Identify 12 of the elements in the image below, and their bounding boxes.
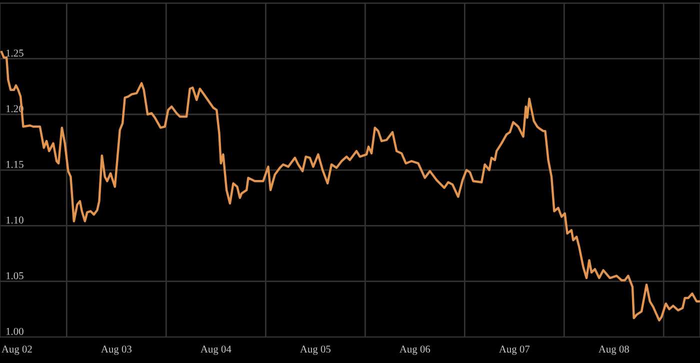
x-tick-label: Aug 04 xyxy=(200,346,232,355)
y-tick-label: 1.15 xyxy=(6,160,24,168)
x-tick-label: Aug 02 xyxy=(2,346,32,355)
x-tick-label: Aug 05 xyxy=(300,346,330,355)
y-tick-label: 1.00 xyxy=(6,328,24,335)
x-tick-label: Aug 06 xyxy=(400,346,430,355)
y-tick-label: 1.05 xyxy=(6,272,24,280)
y-tick-label: 1.25 xyxy=(6,50,24,57)
x-tick-label: Aug 07 xyxy=(499,346,530,355)
y-tick-label: 1.10 xyxy=(6,216,24,224)
x-tick-label: Aug 03 xyxy=(101,346,132,355)
x-tick-label: Aug 08 xyxy=(598,346,629,355)
